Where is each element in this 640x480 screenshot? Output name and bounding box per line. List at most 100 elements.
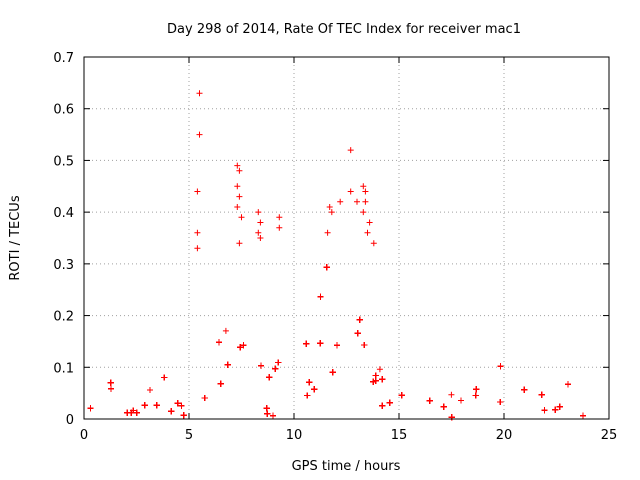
data-point [238,214,245,221]
data-point [556,403,563,410]
data-point [178,402,185,409]
data-point [161,374,168,381]
data-point [361,342,368,348]
data-point [311,386,318,393]
data-point [153,402,160,409]
data-point [440,403,447,410]
data-point [360,209,367,216]
data-point [497,399,504,405]
data-point [304,392,311,399]
data-point [541,407,548,414]
data-point [472,392,479,399]
x-tick-label: 25 [601,428,618,443]
data-point [372,377,379,384]
data-point [174,400,181,407]
data-point [370,240,377,247]
data-point [580,412,586,419]
data-point [317,340,324,347]
data-point [426,397,433,404]
data-point [276,224,283,231]
data-point [347,147,354,154]
data-point [364,229,371,236]
axis-ticks [83,56,610,420]
y-tick-labels: 0 0.1 0.2 0.3 0.4 0.5 0.6 0.7 [53,51,74,428]
data-point [180,412,187,419]
data-point [264,410,271,417]
data-point [521,386,528,393]
data-point [270,412,276,419]
y-tick-label: 0.3 [53,258,74,273]
data-point [303,340,310,347]
data-point [272,365,279,372]
data-point [194,188,201,195]
y-axis-label: ROTI / TECUs [8,195,23,280]
y-tick-label: 0.4 [53,206,74,221]
data-point [458,397,464,404]
data-point [194,229,201,236]
data-point [328,209,335,216]
data-point [347,188,354,195]
chart-title: Day 298 of 2014, Rate Of TEC Index for r… [167,22,521,37]
data-point [306,379,313,386]
data-point [236,240,243,247]
data-point [372,372,379,379]
data-point [255,209,262,216]
y-tick-label: 0.1 [53,361,74,376]
data-point [275,359,282,366]
data-point [133,409,140,416]
x-tick-label: 10 [286,428,303,443]
data-point [168,408,175,415]
data-points [87,90,586,421]
data-point [108,385,114,392]
data-point [263,405,270,412]
data-point [87,405,94,412]
data-point [326,204,333,210]
data-point [370,378,377,385]
data-point [565,381,571,388]
data-point [448,391,455,398]
data-point [323,264,330,271]
data-point [236,167,243,174]
y-tick-label: 0 [66,413,74,428]
data-point [324,229,331,236]
data-point [234,183,241,190]
x-axis-label: GPS time / hours [292,459,401,474]
data-point [360,183,367,190]
data-point [258,362,264,369]
y-tick-label: 0.2 [53,310,74,325]
grid-lines [84,57,609,419]
data-point [386,399,393,406]
data-point [255,229,262,236]
data-point [362,198,369,205]
data-point [356,316,363,323]
data-point [366,219,373,226]
data-point [354,330,361,337]
data-point [196,131,203,138]
data-point [147,387,153,393]
data-point [379,402,386,409]
x-tick-label: 0 [80,428,88,443]
data-point [398,392,405,399]
data-point [257,235,264,241]
data-point [141,402,148,409]
data-point [222,327,229,334]
data-point [497,363,504,370]
data-point [257,219,264,226]
y-tick-label: 0.5 [53,154,74,169]
data-point [237,344,244,351]
data-point [276,214,283,221]
data-point [196,90,203,97]
data-point [552,406,559,413]
x-tick-label: 5 [185,428,193,443]
data-point [217,380,224,387]
data-point [337,198,344,205]
x-tick-labels: 0 5 10 15 20 25 [80,428,617,443]
data-point [473,386,480,393]
y-tick-label: 0.7 [53,51,74,66]
data-point [236,193,243,200]
data-point [124,409,131,416]
data-point [354,198,360,205]
data-point [376,366,383,373]
data-point [224,361,231,368]
data-point [379,376,386,383]
